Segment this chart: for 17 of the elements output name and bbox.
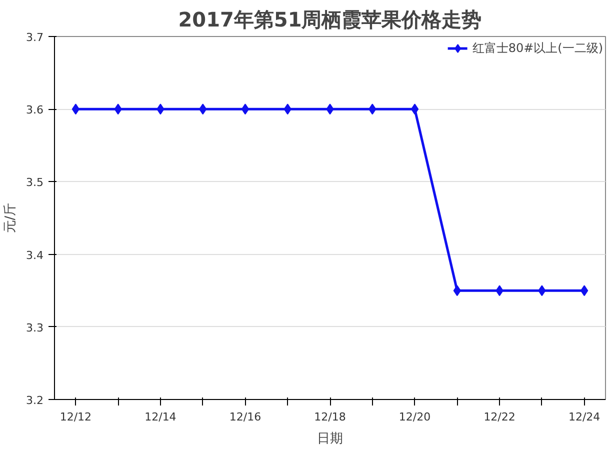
y-tick-label: 3.6 (26, 104, 44, 117)
x-tick-label: 12/22 (484, 410, 516, 424)
chart-title: 2017年第51周栖霞苹果价格走势 (178, 8, 482, 32)
x-tick-label: 12/18 (314, 410, 346, 424)
y-tick-label: 3.3 (26, 321, 44, 334)
legend-label: 红富士80#以上(一二级) (472, 40, 603, 56)
y-tick-label: 3.7 (26, 31, 44, 44)
x-tick-label: 12/24 (568, 410, 600, 424)
y-axis-title: 元/斤 (3, 202, 18, 234)
y-tick-label: 3.2 (26, 394, 44, 407)
x-tick-label: 12/16 (229, 410, 262, 424)
y-tick-label: 3.5 (26, 176, 44, 190)
x-axis-title: 日期 (317, 432, 343, 446)
x-tick-label: 12/12 (60, 410, 92, 424)
y-tick-label: 3.4 (26, 248, 44, 262)
x-tick-label: 12/20 (398, 410, 431, 424)
x-tick-label: 12/14 (144, 410, 176, 424)
